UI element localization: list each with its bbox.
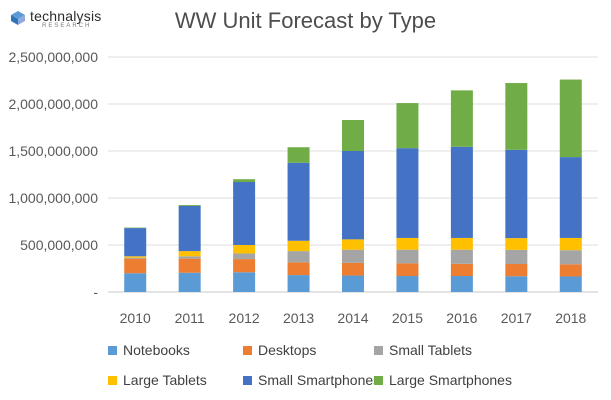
legend-label: Small Smartphones [258,372,381,388]
x-tick-label: 2013 [283,310,314,326]
bar-segment [396,263,419,277]
bar-segment [233,182,256,245]
bar-segment [450,90,473,147]
bar-segment [559,157,582,238]
legend-label: Large Smartphones [389,372,512,388]
legend-swatch [108,376,117,385]
bar-segment [450,249,473,264]
brand-subtitle: RESEARCH [42,23,92,29]
legend-label: Small Tablets [389,342,473,358]
bar-segment [124,257,147,259]
bar-segment [505,263,528,277]
bar-segment [505,249,528,264]
bar-segment [505,149,528,239]
legend-item: Desktops [243,342,316,358]
bar-segment [396,103,419,149]
x-tick-label: 2017 [501,310,532,326]
y-tick-label: 2,500,000,000 [8,49,98,65]
bar-segment [559,250,582,265]
bar-segment [342,275,364,292]
bar-segment [178,256,201,259]
legend-item: Notebooks [108,342,190,358]
y-tick-label: 2,000,000,000 [8,96,98,112]
legend-label: Notebooks [123,342,190,358]
x-tick-label: 2012 [229,310,260,326]
bar-segment [342,119,364,151]
bar-segment [287,162,310,241]
y-tick-label: - [93,284,98,300]
bar-segment [124,273,147,292]
chart-title: WW Unit Forecast by Type [174,8,437,33]
legend-item: Small Tablets [374,342,472,358]
legend-item: Large Smartphones [374,372,512,388]
bar-segment [178,205,201,252]
bar-segment [233,259,256,273]
brand-name: technalysis [30,8,102,24]
bar-segment [233,272,256,292]
logo-cube-icon [11,11,25,25]
bar-segment [124,258,147,274]
x-tick-label: 2011 [175,310,205,326]
bar-segment [396,276,419,292]
bar-segment [233,245,256,254]
x-tick-label: 2010 [120,310,151,326]
bar-segment [559,264,582,277]
bar-segment [342,249,364,263]
bar-segment [396,148,419,238]
bar-segment [178,258,201,273]
bar-segment [559,276,582,292]
bar-segment [178,251,201,257]
y-tick-label: 1,000,000,000 [8,190,98,206]
bar-segment [396,249,419,264]
legend-swatch [243,346,252,355]
bar-segment [124,228,147,257]
bar-segment [287,262,310,276]
bar-segment [178,272,201,292]
bar-segment [342,151,364,240]
bar-segment [450,263,473,277]
bar-segment [342,239,364,250]
bar-segment [233,253,256,260]
bar-segment [178,205,201,206]
bar-segment [450,276,473,292]
legend-label: Desktops [258,342,317,358]
legend-item: Large Tablets [108,372,207,388]
bar-segment [287,275,310,292]
brand-logo: technalysis RESEARCH [6,6,116,34]
bar-segment [505,83,528,150]
x-tick-label: 2016 [446,310,477,326]
bar-segment [287,147,310,163]
bar-segment [450,237,473,250]
legend-swatch [243,376,252,385]
bar-segment [396,237,419,250]
bar-segment [559,79,582,158]
x-tick-label: 2015 [392,310,423,326]
bar-segment [124,256,147,258]
legend-swatch [374,376,383,385]
legend-swatch [374,346,383,355]
x-tick-label: 2014 [337,310,368,326]
bar-segment [450,146,473,238]
legend-label: Large Tablets [123,372,207,388]
legend-swatch [108,346,117,355]
bar-segment [505,238,528,250]
y-tick-label: 500,000,000 [20,237,98,253]
y-tick-label: 1,500,000,000 [8,143,98,159]
bar-segment [233,179,256,183]
bar-segment [559,237,582,251]
bar-segment [287,251,310,263]
legend-item: Small Smartphones [243,372,380,388]
bar-segment [287,240,310,252]
x-tick-label: 2018 [555,310,586,326]
bar-segment [505,276,528,292]
bar-segment [342,262,364,276]
